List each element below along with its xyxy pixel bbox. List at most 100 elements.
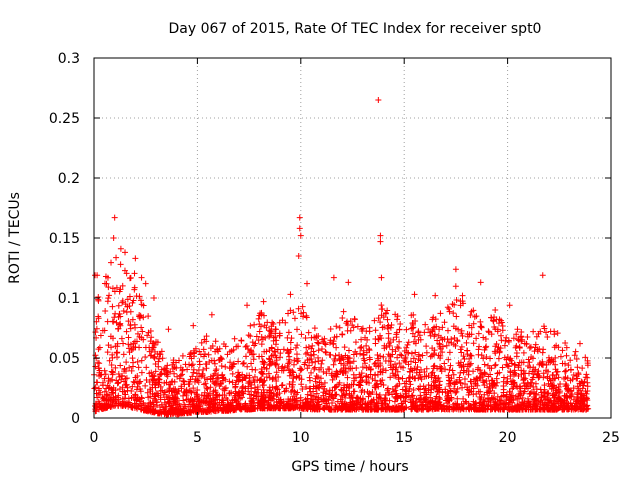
data-point xyxy=(366,354,373,361)
data-point xyxy=(115,325,122,332)
data-point xyxy=(434,365,441,372)
data-point xyxy=(138,357,145,364)
data-point xyxy=(129,363,136,370)
data-point xyxy=(532,366,539,373)
data-point xyxy=(506,388,513,395)
data-point xyxy=(242,385,249,392)
data-point xyxy=(492,350,499,357)
data-point xyxy=(367,402,374,409)
data-point xyxy=(487,371,494,378)
data-point xyxy=(453,313,460,320)
data-point xyxy=(198,373,205,380)
data-point xyxy=(344,405,351,412)
data-point xyxy=(497,332,504,339)
data-point xyxy=(286,398,293,405)
data-point xyxy=(546,397,553,404)
data-point xyxy=(211,360,218,367)
data-point xyxy=(453,388,460,395)
data-point xyxy=(295,253,302,259)
data-point xyxy=(149,406,156,413)
data-point xyxy=(450,371,457,378)
data-point xyxy=(409,330,416,337)
data-point xyxy=(410,386,417,393)
data-point xyxy=(499,364,506,371)
data-point xyxy=(495,406,502,413)
data-point xyxy=(200,398,207,405)
data-point xyxy=(160,391,167,398)
data-point xyxy=(263,348,270,355)
data-point xyxy=(490,395,497,402)
data-point xyxy=(466,361,473,368)
data-point xyxy=(320,368,327,375)
data-point xyxy=(327,325,334,332)
data-point xyxy=(372,360,379,367)
data-point xyxy=(168,402,175,409)
data-point xyxy=(567,377,574,384)
data-point xyxy=(268,323,275,330)
data-point xyxy=(568,405,575,412)
data-point xyxy=(559,347,566,354)
data-point xyxy=(495,355,502,362)
data-point xyxy=(145,313,152,320)
data-point xyxy=(216,401,223,408)
data-point xyxy=(485,396,492,403)
data-point xyxy=(505,337,512,344)
data-point xyxy=(391,372,398,379)
data-point xyxy=(271,348,278,355)
data-point xyxy=(372,327,379,334)
data-point xyxy=(99,406,106,413)
data-point xyxy=(365,374,372,381)
data-point xyxy=(189,401,196,408)
data-point xyxy=(229,399,236,406)
data-point xyxy=(115,370,122,377)
data-point xyxy=(257,323,264,330)
data-point xyxy=(507,355,514,362)
data-point xyxy=(113,400,120,407)
data-point xyxy=(377,362,384,369)
data-point xyxy=(289,381,296,388)
data-point xyxy=(262,334,269,341)
data-point xyxy=(567,357,574,364)
data-point xyxy=(336,352,343,359)
data-point xyxy=(346,392,353,399)
data-point xyxy=(336,324,343,331)
data-point xyxy=(104,274,111,281)
data-point xyxy=(567,366,574,373)
data-point xyxy=(436,340,443,347)
data-point xyxy=(569,391,576,398)
data-point xyxy=(384,307,391,314)
data-point xyxy=(468,308,475,315)
data-point xyxy=(436,378,443,385)
data-point xyxy=(258,369,265,376)
data-point xyxy=(288,335,295,342)
data-point xyxy=(116,386,123,393)
data-point xyxy=(557,395,564,402)
data-point xyxy=(446,349,453,356)
data-point xyxy=(513,331,520,338)
data-point xyxy=(256,400,263,407)
y-tick-label: 0.05 xyxy=(49,351,80,367)
data-point xyxy=(258,311,265,318)
data-point xyxy=(334,371,341,378)
data-point xyxy=(120,351,127,358)
data-point xyxy=(303,344,310,351)
data-point xyxy=(109,335,116,342)
data-point xyxy=(374,352,381,359)
data-point xyxy=(329,399,336,406)
data-point xyxy=(330,274,337,281)
data-point xyxy=(137,378,144,385)
data-point xyxy=(584,383,591,390)
data-point xyxy=(297,367,304,374)
data-point xyxy=(441,336,448,343)
data-point xyxy=(108,361,115,368)
data-point xyxy=(135,364,142,371)
data-point xyxy=(394,316,401,323)
data-point xyxy=(272,326,279,333)
data-point xyxy=(498,319,505,326)
data-point xyxy=(138,369,145,376)
data-point xyxy=(282,319,289,326)
data-point xyxy=(266,333,273,340)
data-point xyxy=(483,343,490,350)
data-point xyxy=(574,404,581,411)
data-point xyxy=(489,384,496,391)
